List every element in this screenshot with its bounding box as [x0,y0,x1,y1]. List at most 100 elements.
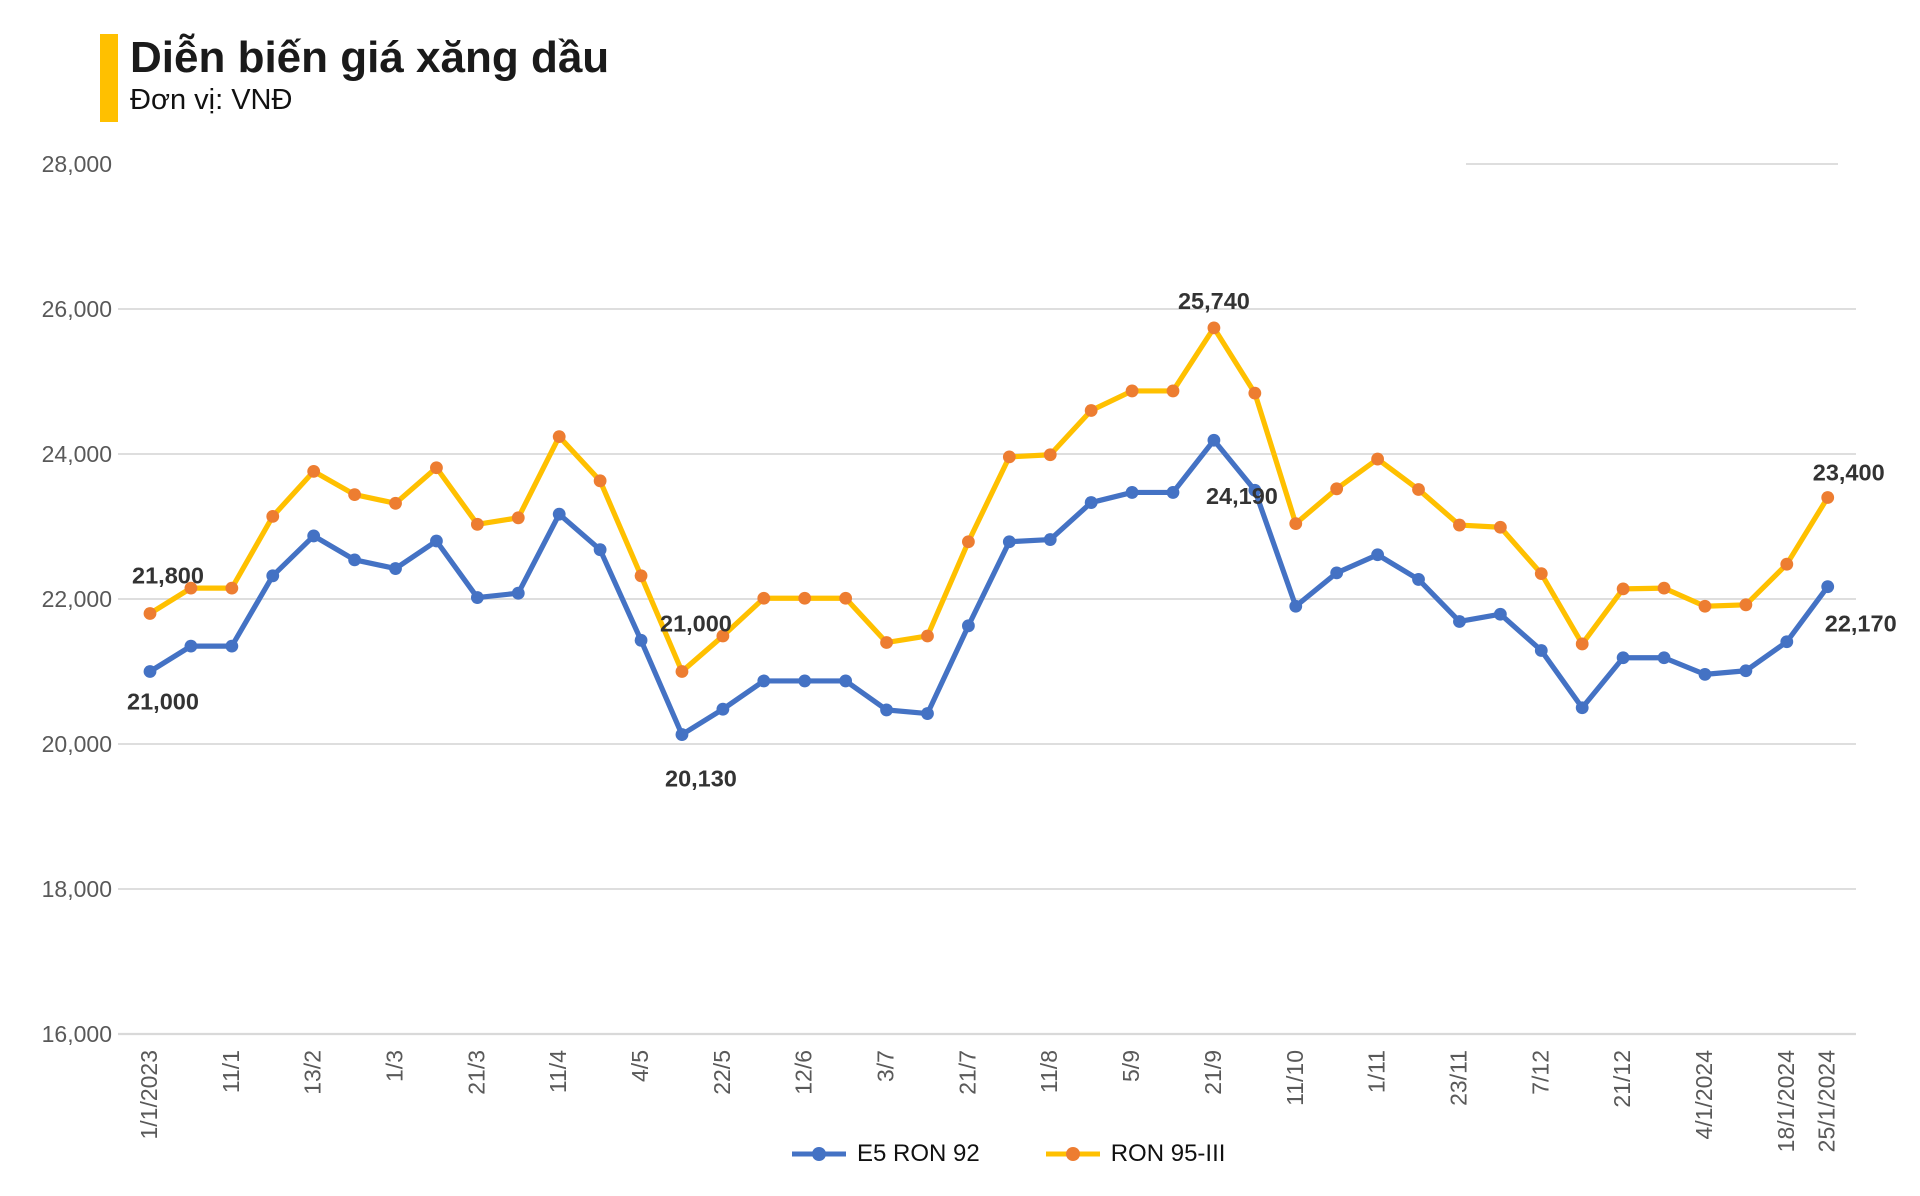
data-point-marker [1493,607,1507,621]
data-point-marker [798,674,812,688]
y-axis-tick-label: 24,000 [42,441,112,467]
data-point-marker [962,535,975,549]
data-point-marker [143,665,157,678]
data-label-annotation: 25,740 [1178,288,1250,314]
data-point-marker [675,728,689,741]
series-line-ron-95-iii [147,325,1831,675]
data-point-marker [430,534,443,548]
data-point-marker [1821,491,1835,504]
data-point-marker [1166,384,1180,398]
data-point-marker [757,674,771,688]
data-point-marker [266,569,280,583]
series-line-e5-ron-92 [147,437,1831,738]
data-point-marker [1534,567,1548,581]
data-point-marker [348,488,361,501]
x-axis-tick-label: 21/9 [1200,1050,1226,1095]
data-point-marker [675,665,689,678]
data-point-marker [511,586,525,600]
data-point-marker [1002,450,1016,464]
data-point-marker [1616,582,1630,596]
data-point-marker [184,639,198,653]
data-point-marker [1616,651,1630,665]
data-point-marker [1043,533,1057,546]
data-point-marker [1821,580,1835,594]
data-point-marker [1575,701,1589,715]
data-label-annotation: 21,000 [127,689,199,715]
data-point-marker [1084,496,1098,509]
y-axis-tick-label: 26,000 [42,296,112,322]
data-point-marker [1575,637,1589,651]
x-axis-tick-label: 7/12 [1527,1050,1553,1095]
data-point-marker [1453,518,1466,532]
data-point-marker [593,543,607,557]
data-point-marker [1084,404,1098,417]
data-point-marker [634,633,648,647]
data-point-marker [798,591,812,605]
data-point-marker [225,639,239,653]
data-point-marker [839,591,853,605]
data-point-marker [1534,644,1548,657]
data-point-marker [1207,433,1221,447]
x-axis-tick-label: 12/6 [791,1050,817,1095]
y-axis-tick-label: 20,000 [42,731,112,757]
x-axis-tick-label: 1/3 [382,1050,408,1082]
data-point-marker [389,496,402,510]
data-point-marker [757,591,771,605]
data-point-marker [1043,448,1057,462]
y-axis-tick-label: 16,000 [42,1021,112,1047]
data-point-marker [921,629,934,643]
data-point-marker [634,569,648,583]
x-axis-tick-label: 11/1 [218,1050,244,1093]
data-point-marker [1289,517,1303,530]
data-point-marker [716,702,730,716]
data-point-marker [307,529,321,543]
legend-swatch-e5-icon [792,1147,846,1161]
legend-label-ron95: RON 95-III [1110,1140,1226,1167]
data-point-marker [1780,635,1794,649]
x-axis-tick-label: 5/9 [1118,1050,1144,1082]
x-axis-tick-label: 21/7 [954,1050,980,1095]
data-point-marker [552,430,566,443]
data-point-marker [552,507,566,521]
legend-item-ron-95: RON 95-III [1044,1140,1226,1168]
data-point-marker [1412,573,1425,586]
data-point-marker [470,591,484,604]
y-axis-tick-label: 28,000 [42,151,112,177]
title-accent-bar [100,34,118,122]
x-axis-tick-label: 1/11 [1364,1050,1390,1093]
data-point-marker [1493,520,1507,534]
x-axis-tick-label: 21/12 [1609,1050,1635,1108]
data-point-marker [348,553,361,567]
data-point-marker [1739,664,1753,678]
y-axis-tick-label: 18,000 [42,876,112,902]
y-axis-tick-label: 22,000 [42,586,112,612]
data-point-marker [1698,668,1712,681]
x-axis-tick-label: 4/1/2024 [1691,1050,1717,1140]
data-point-marker [839,674,853,688]
data-point-marker [1330,482,1344,496]
data-point-marker [1248,386,1262,400]
unit-label: Đơn vị: VNĐ [130,84,293,117]
data-point-marker [1330,566,1344,580]
x-axis-tick-label: 23/11 [1445,1050,1471,1106]
data-point-marker [716,629,730,643]
page-title: Diễn biến giá xăng dầu [130,33,610,82]
data-point-marker [593,474,607,488]
data-point-marker [1657,651,1671,665]
data-point-marker [1657,581,1671,595]
data-point-marker [1207,321,1221,335]
data-point-marker [511,511,525,525]
data-point-marker [470,517,484,531]
data-point-marker [389,562,402,575]
data-point-marker [880,636,893,649]
data-point-marker [430,461,443,475]
x-axis-tick-label: 18/1/2024 [1773,1050,1799,1153]
legend-label-e5: E5 RON 92 [857,1140,980,1167]
x-axis-tick-label: 13/2 [300,1050,326,1095]
x-axis-tick-label: 25/1/2024 [1814,1050,1840,1153]
data-point-marker [962,619,975,633]
data-point-marker [1371,548,1384,562]
data-label-annotation: 21,800 [132,563,204,589]
